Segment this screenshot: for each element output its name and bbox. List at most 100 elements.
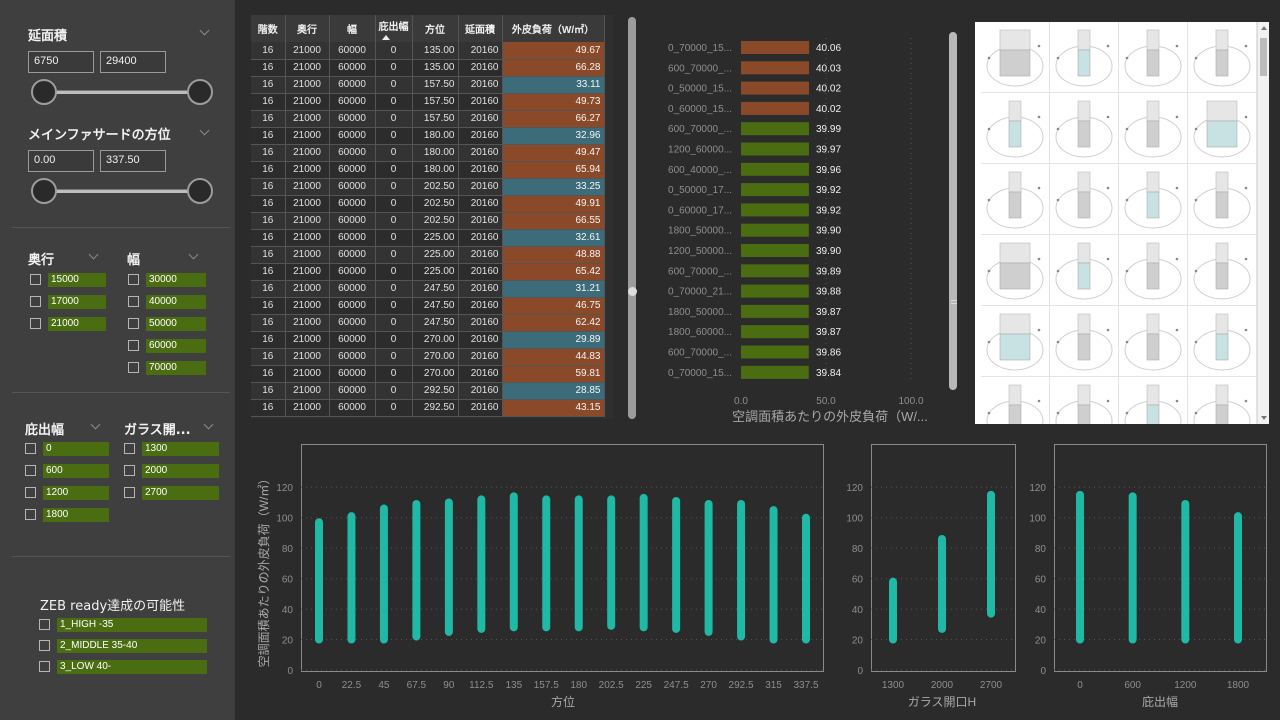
table-column-header[interactable]: 幅 <box>329 15 376 42</box>
table-column-header[interactable]: 延面積 <box>458 15 503 42</box>
floor-area-slider-min-handle[interactable] <box>31 79 57 105</box>
table-row[interactable]: 16 21000 60000 0 247.50 20160 31.21 <box>251 280 605 298</box>
checkbox[interactable] <box>39 661 50 672</box>
checkbox[interactable] <box>25 443 36 454</box>
floor-area-max-input[interactable]: 29400 <box>100 51 166 73</box>
table-row[interactable]: 16 21000 60000 0 135.00 20160 49.67 <box>251 42 605 60</box>
thumbnail-scroll-thumb[interactable] <box>1260 38 1267 76</box>
table-row[interactable]: 16 21000 60000 0 202.50 20160 66.55 <box>251 212 605 230</box>
orientation-slider-track[interactable] <box>40 189 205 193</box>
glass-option[interactable]: 1300 <box>124 442 219 456</box>
building-thumbnail[interactable] <box>1188 93 1257 164</box>
table-column-header[interactable]: 奥行 <box>285 15 330 42</box>
zeb-option[interactable]: 1_HIGH -35 <box>39 618 207 632</box>
checkbox[interactable] <box>30 296 41 307</box>
checkbox[interactable] <box>39 640 50 651</box>
building-thumbnail[interactable] <box>981 22 1050 93</box>
table-row[interactable]: 16 21000 60000 0 225.00 20160 65.42 <box>251 263 605 281</box>
chevron-down-icon[interactable] <box>88 249 99 260</box>
glass-option[interactable]: 2000 <box>124 464 219 478</box>
depth-option[interactable]: 21000 <box>30 317 106 331</box>
checkbox[interactable] <box>124 465 135 476</box>
building-thumbnail[interactable] <box>981 377 1050 424</box>
table-row[interactable]: 16 21000 60000 0 180.00 20160 65.94 <box>251 161 605 179</box>
chevron-down-icon[interactable] <box>199 125 210 136</box>
building-thumbnail[interactable] <box>1188 377 1257 424</box>
chevron-down-icon[interactable] <box>199 25 210 36</box>
table-row[interactable]: 16 21000 60000 0 270.00 20160 44.83 <box>251 348 605 366</box>
orientation-slider-min-handle[interactable] <box>31 178 57 204</box>
thumbnail-grid-scrollbar[interactable] <box>1257 22 1269 424</box>
checkbox[interactable] <box>39 619 50 630</box>
building-thumbnail[interactable] <box>981 93 1050 164</box>
checkbox[interactable] <box>25 465 36 476</box>
checkbox[interactable] <box>124 487 135 498</box>
zeb-option[interactable]: 3_LOW 40- <box>39 660 207 674</box>
width-option[interactable]: 70000 <box>128 361 206 375</box>
checkbox[interactable] <box>128 296 139 307</box>
building-thumbnail[interactable] <box>1119 164 1188 235</box>
orientation-slider-max-handle[interactable] <box>187 178 213 204</box>
floor-area-min-input[interactable]: 6750 <box>28 51 94 73</box>
eaves-option[interactable]: 0 <box>25 442 109 456</box>
sort-ascending-icon[interactable] <box>381 35 390 40</box>
checkbox[interactable] <box>25 509 36 520</box>
building-thumbnail[interactable] <box>981 306 1050 377</box>
building-thumbnail[interactable] <box>1119 22 1188 93</box>
building-thumbnail[interactable] <box>1050 93 1119 164</box>
floor-area-slider-max-handle[interactable] <box>187 79 213 105</box>
building-thumbnail[interactable] <box>1188 164 1257 235</box>
floor-area-slider-track[interactable] <box>40 90 205 94</box>
building-thumbnail[interactable] <box>1119 306 1188 377</box>
building-thumbnail[interactable] <box>1050 306 1119 377</box>
splitter-handle[interactable] <box>951 300 957 304</box>
building-thumbnail[interactable] <box>1050 164 1119 235</box>
checkbox[interactable] <box>128 362 139 373</box>
table-scrollbar[interactable] <box>628 17 636 419</box>
eaves-option[interactable]: 600 <box>25 464 109 478</box>
zeb-option[interactable]: 2_MIDDLE 35-40 <box>39 639 207 653</box>
table-row[interactable]: 16 21000 60000 0 157.50 20160 66.27 <box>251 110 605 128</box>
building-thumbnail[interactable] <box>1188 306 1257 377</box>
checkbox[interactable] <box>128 340 139 351</box>
building-thumbnail[interactable] <box>1050 22 1119 93</box>
table-row[interactable]: 16 21000 60000 0 292.50 20160 28.85 <box>251 382 605 400</box>
orientation-max-input[interactable]: 337.50 <box>100 150 166 172</box>
eaves-option[interactable]: 1200 <box>25 486 109 500</box>
table-row[interactable]: 16 21000 60000 0 202.50 20160 49.91 <box>251 195 605 213</box>
chevron-down-icon[interactable] <box>188 249 199 260</box>
width-option[interactable]: 50000 <box>128 317 206 331</box>
table-row[interactable]: 16 21000 60000 0 157.50 20160 33.11 <box>251 76 605 94</box>
table-scroll-thumb[interactable] <box>628 287 637 296</box>
chevron-down-icon[interactable] <box>90 419 101 430</box>
table-row[interactable]: 16 21000 60000 0 180.00 20160 32.96 <box>251 127 605 145</box>
table-row[interactable]: 16 21000 60000 0 292.50 20160 43.15 <box>251 399 605 417</box>
table-column-header[interactable]: 庇出幅 <box>375 15 413 42</box>
table-column-header[interactable]: 階数 <box>251 15 286 42</box>
checkbox[interactable] <box>124 443 135 454</box>
table-column-header[interactable]: 外皮負荷（W/㎡） <box>502 15 605 42</box>
table-row[interactable]: 16 21000 60000 0 270.00 20160 59.81 <box>251 365 605 383</box>
table-row[interactable]: 16 21000 60000 0 270.00 20160 29.89 <box>251 331 605 349</box>
scroll-down-icon[interactable] <box>1261 416 1267 420</box>
eaves-option[interactable]: 1800 <box>25 508 109 522</box>
depth-option[interactable]: 17000 <box>30 295 106 309</box>
chevron-down-icon[interactable] <box>203 419 214 430</box>
table-row[interactable]: 16 21000 60000 0 202.50 20160 33.25 <box>251 178 605 196</box>
building-thumbnail[interactable] <box>1119 377 1188 424</box>
bar-chart-scrollbar[interactable] <box>949 32 957 390</box>
checkbox[interactable] <box>30 318 41 329</box>
checkbox[interactable] <box>128 318 139 329</box>
table-row[interactable]: 16 21000 60000 0 225.00 20160 48.88 <box>251 246 605 264</box>
table-row[interactable]: 16 21000 60000 0 180.00 20160 49.47 <box>251 144 605 162</box>
building-thumbnail[interactable] <box>1119 93 1188 164</box>
table-row[interactable]: 16 21000 60000 0 135.00 20160 66.28 <box>251 59 605 77</box>
table-column-header[interactable]: 方位 <box>412 15 459 42</box>
glass-option[interactable]: 2700 <box>124 486 219 500</box>
width-option[interactable]: 40000 <box>128 295 206 309</box>
checkbox[interactable] <box>128 274 139 285</box>
building-thumbnail[interactable] <box>1119 235 1188 306</box>
building-thumbnail[interactable] <box>1050 377 1119 424</box>
checkbox[interactable] <box>30 274 41 285</box>
table-row[interactable]: 16 21000 60000 0 247.50 20160 46.75 <box>251 297 605 315</box>
